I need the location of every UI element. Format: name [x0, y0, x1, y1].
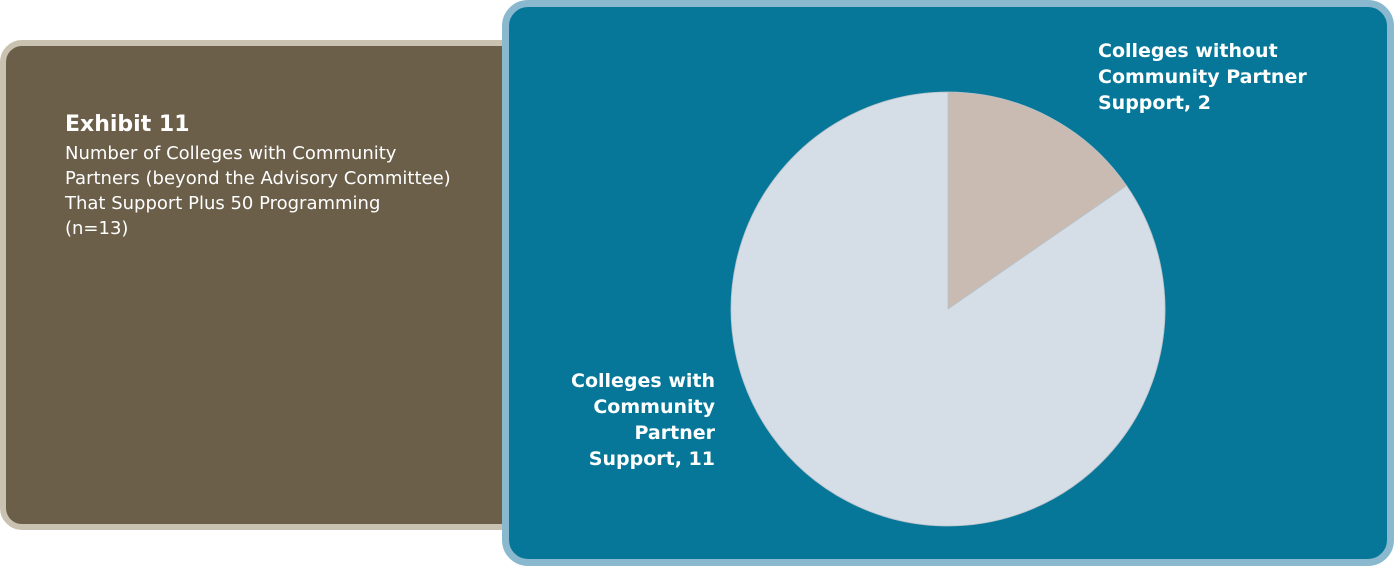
exhibit-number: Exhibit 11 [65, 112, 190, 137]
pie-slice-with-support [730, 91, 1166, 527]
caption-panel [0, 40, 540, 530]
caption: Exhibit 11 Number of Colleges with Commu… [65, 111, 475, 241]
pie-slice-without-support [947, 91, 1128, 310]
sample-size: (n=13) [65, 218, 129, 239]
chart-title: Number of Colleges with Community Partne… [65, 143, 451, 214]
slice-label-with-support: Colleges with Community Partner Support,… [571, 370, 715, 470]
slice-label-without-support: Colleges without Community Partner Suppo… [1098, 40, 1307, 114]
